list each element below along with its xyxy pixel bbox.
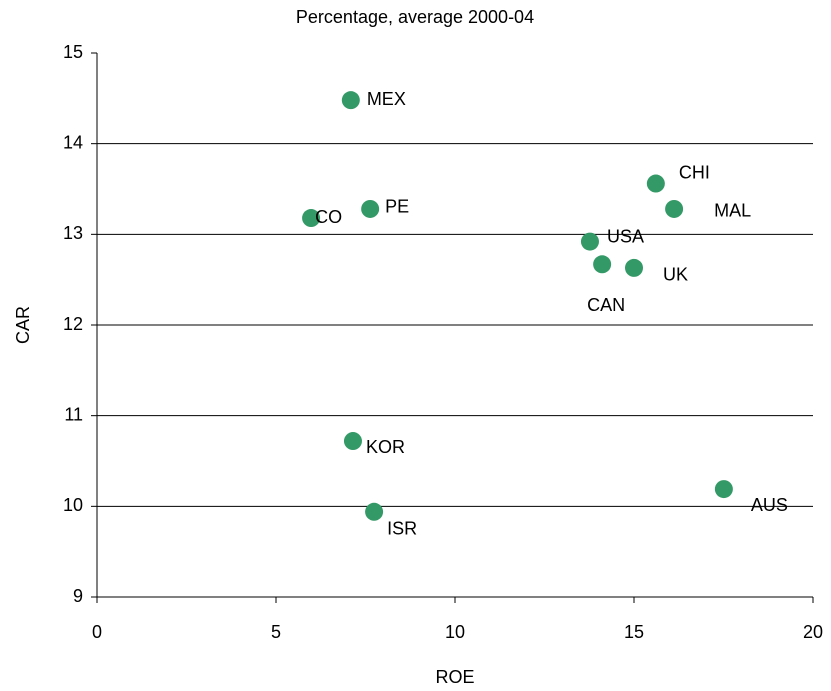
y-tick-label: 12 (63, 314, 83, 334)
point (580, 232, 599, 251)
point (343, 432, 362, 451)
point-label: KOR (366, 437, 405, 457)
x-tick-label: 20 (803, 622, 823, 642)
x-tick-label: 10 (445, 622, 465, 642)
y-tick-label: 9 (73, 586, 83, 606)
chart-title: Percentage, average 2000-04 (296, 7, 534, 27)
point (714, 480, 733, 499)
x-tick-label: 15 (624, 622, 644, 642)
point-label: PE (385, 197, 409, 217)
x-tick-label: 5 (271, 622, 281, 642)
point-label: AUS (751, 495, 788, 515)
y-tick-label: 14 (63, 132, 83, 152)
point (365, 502, 384, 521)
point-label: ISR (387, 519, 417, 539)
point-label: CO (315, 207, 342, 227)
point (302, 209, 321, 228)
y-tick-label: 13 (63, 223, 83, 243)
point (341, 91, 360, 110)
point-label: USA (607, 226, 644, 246)
point (593, 255, 612, 274)
point (361, 199, 380, 218)
y-tick-label: 15 (63, 42, 83, 62)
point (646, 174, 665, 193)
y-axis-label: CAR (13, 306, 33, 344)
point-label: CAN (587, 295, 625, 315)
y-tick-label: 11 (64, 404, 83, 424)
point-label: MEX (367, 89, 406, 109)
point (625, 258, 643, 277)
point-label: MAL (714, 201, 751, 221)
x-axis-label: ROE (435, 667, 474, 687)
point-label: CHI (679, 162, 710, 182)
y-tick-label: 10 (63, 495, 83, 515)
point (665, 199, 684, 218)
x-tick-label: 0 (92, 622, 102, 642)
point-label: UK (663, 265, 688, 285)
